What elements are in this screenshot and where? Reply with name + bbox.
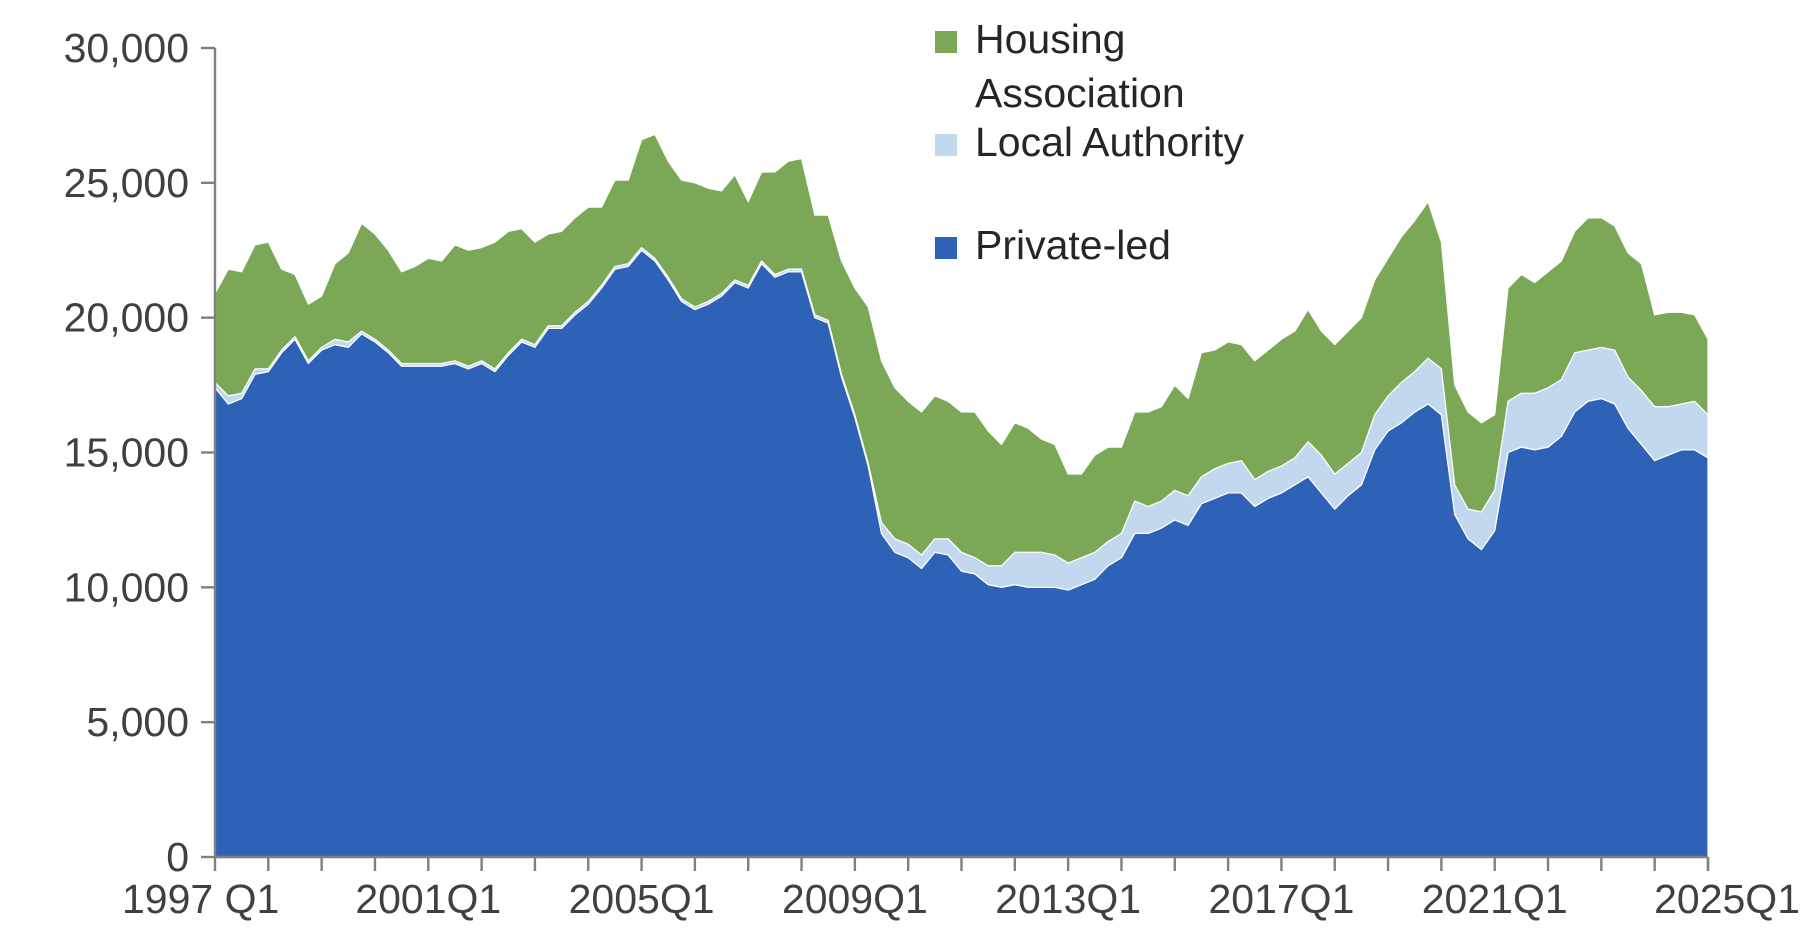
x-tick-label: 2021Q1	[1422, 876, 1568, 922]
x-tick-label: 2017Q1	[1208, 876, 1354, 922]
area-series-layer	[214, 133, 1709, 858]
area-housing-association	[214, 133, 1709, 567]
axes: 0 5,000 10,000 15,000 20,000 25,000 30,000 1997…	[64, 25, 1800, 922]
y-tick-label: 0	[166, 834, 189, 880]
legend-label-housing-association: Housing	[975, 16, 1125, 62]
y-tick-label: 15,000	[64, 430, 189, 476]
x-tick-label: 2001Q1	[355, 876, 501, 922]
x-tick-label: 2005Q1	[569, 876, 715, 922]
x-tick-label: 2009Q1	[782, 876, 928, 922]
legend-swatch-local-authority	[935, 134, 957, 156]
x-tick-label: 1997 Q1	[122, 876, 279, 922]
legend-swatch-private-led	[935, 237, 957, 259]
legend-label-housing-association: Association	[975, 70, 1185, 116]
legend-swatch-housing-association	[935, 31, 957, 53]
y-tick-label: 5,000	[86, 699, 189, 745]
legend-label-private-led: Private-led	[975, 222, 1171, 268]
legend-label-local-authority: Local Authority	[975, 119, 1244, 165]
y-tick-label: 20,000	[64, 295, 189, 341]
x-tick-label: 2013Q1	[995, 876, 1141, 922]
y-tick-label: 10,000	[64, 564, 189, 610]
y-tick-label: 30,000	[64, 25, 189, 71]
y-tick-label: 25,000	[64, 160, 189, 206]
x-tick-label: 2025Q1	[1654, 876, 1800, 922]
